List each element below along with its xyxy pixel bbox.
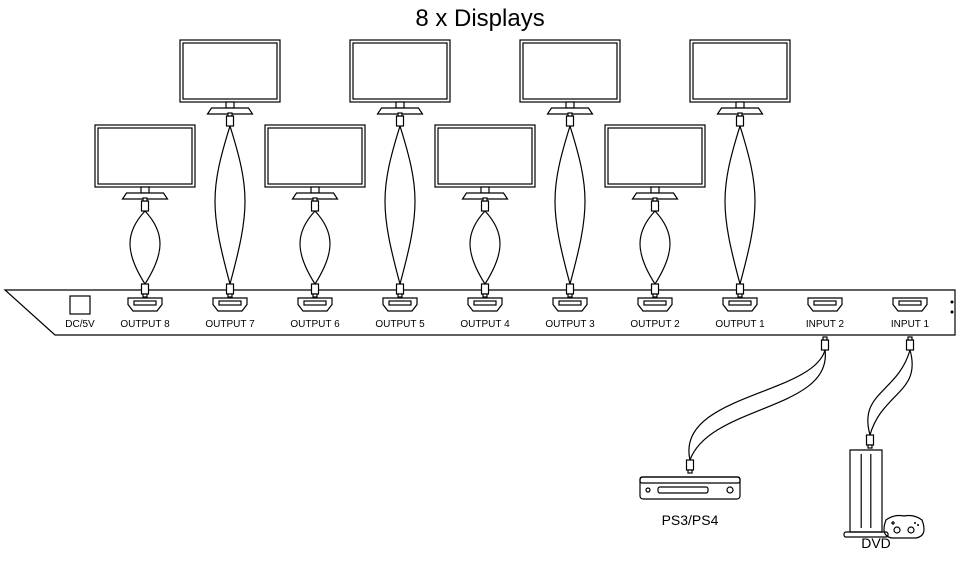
port-label: OUTPUT 8 <box>120 319 170 330</box>
dvd-label: DVD <box>861 535 891 551</box>
cable-input2 <box>687 337 829 473</box>
port-label: OUTPUT 4 <box>460 319 510 330</box>
ps-label: PS3/PS4 <box>662 512 719 528</box>
port-label: OUTPUT 5 <box>375 319 425 330</box>
port-label: DC/5V <box>65 319 95 330</box>
monitor-row2-2 <box>435 125 535 297</box>
port-label: OUTPUT 1 <box>715 319 765 330</box>
port-label: INPUT 2 <box>806 319 845 330</box>
monitor-row2-0 <box>95 125 195 297</box>
port-label: OUTPUT 7 <box>205 319 255 330</box>
diagram-svg: DC/5V OUTPUT 8 OUTPUT 7 OUTPUT 6 OUTPUT 5 OUT… <box>0 0 960 572</box>
port-label: OUTPUT 6 <box>290 319 340 330</box>
cable-input1 <box>867 337 914 448</box>
diagram-title: 8 x Displays <box>0 5 960 33</box>
port-label: OUTPUT 2 <box>630 319 680 330</box>
ps-device: PS3/PS4 <box>640 477 740 528</box>
monitor-row2-3 <box>605 125 705 297</box>
monitor-row2-1 <box>265 125 365 297</box>
port-label: OUTPUT 3 <box>545 319 595 330</box>
port-label: INPUT 1 <box>891 319 930 330</box>
dvd-device: DVD <box>844 450 924 551</box>
